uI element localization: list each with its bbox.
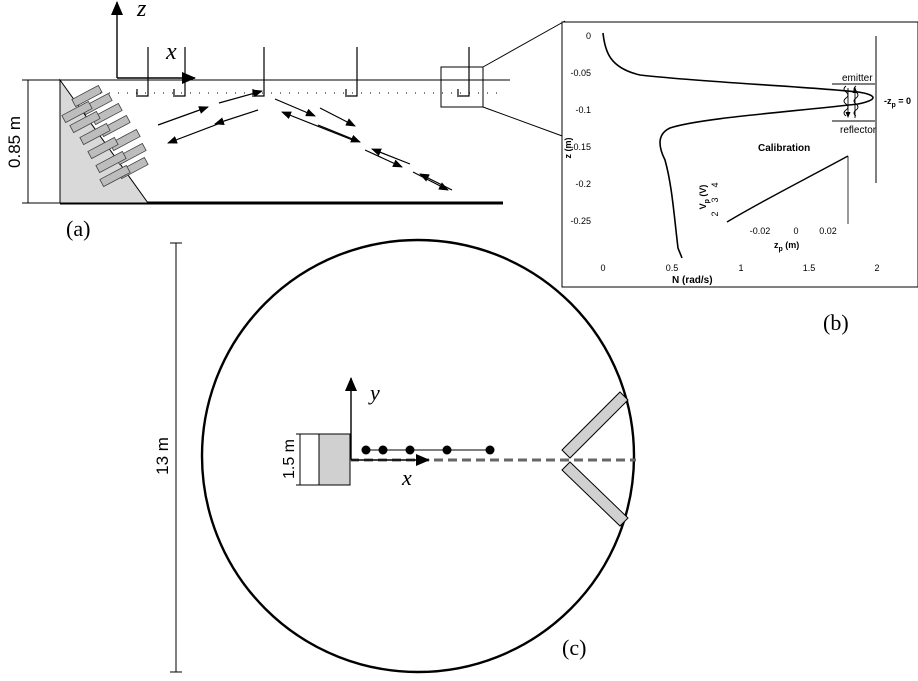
size-label: 1.5 m — [281, 439, 298, 479]
y-tick-label: -0.2 — [575, 179, 591, 189]
y-tick-label: -0.25 — [570, 216, 591, 226]
x-tick-label: 1.5 — [803, 263, 816, 273]
calibration-curve — [726, 155, 849, 223]
reflector-label: reflector — [840, 125, 877, 136]
oscillation-wave-1 — [843, 85, 849, 117]
panel-b-label: (b) — [823, 310, 849, 335]
wave-ray-arrows — [157, 89, 453, 191]
panel-c: 13 m 1.5 m y x (c) — [153, 238, 636, 674]
probes — [136, 47, 470, 97]
calibration-label: Calibration — [758, 143, 810, 154]
zoom-line-bottom — [482, 106, 566, 138]
x-tick-label: 2 — [874, 263, 879, 273]
x-tick-label: 1 — [738, 263, 743, 273]
y-tick-label: 0 — [586, 31, 591, 41]
y-tick-label: -0.15 — [570, 142, 591, 152]
wave-maker-block — [318, 433, 351, 486]
panel-a: z x 0.85 m (a) — [5, 0, 566, 241]
panel-b-ylabel: z (m) — [563, 138, 573, 159]
y-tick-label: -0.05 — [570, 68, 591, 78]
axis-x-label-c: x — [401, 465, 412, 490]
tank-circle — [200, 238, 636, 674]
diameter-label: 13 m — [153, 437, 172, 475]
panel-b: 0 -0.05 -0.1 -0.15 -0.2 -0.25 0 0.5 1 1.5 2 z (m)… — [561, 21, 918, 288]
n-profile-curve — [602, 32, 874, 259]
inset-xtick-1: 0 — [793, 226, 798, 236]
axis-x-label: x — [165, 39, 177, 65]
axis-z-label: z — [136, 0, 147, 22]
inset-ytick-2: 2 — [710, 211, 720, 216]
depth-label: 0.85 m — [5, 116, 24, 168]
panel-c-label: (c) — [562, 635, 586, 660]
probe-dots — [361, 445, 495, 455]
inset-xtick-2: 0.02 — [819, 226, 837, 236]
y-tick-label: -0.1 — [575, 105, 591, 115]
inset-xlabel: zp (m) — [774, 240, 799, 253]
inset-ylabel: Vp (V) — [698, 185, 711, 210]
zoom-line-top — [482, 20, 566, 68]
reflector-panel-upper — [561, 391, 629, 459]
wave-generator-paddles — [61, 84, 149, 188]
reflector-panel-lower — [561, 461, 629, 527]
panel-a-label: (a) — [66, 216, 90, 241]
inset-ytick-0: 4 — [710, 182, 720, 187]
x-tick-label: 0 — [600, 263, 605, 273]
x-tick-label: 0.5 — [666, 263, 679, 273]
axis-y-label: y — [368, 380, 380, 405]
panel-b-frame — [561, 21, 918, 288]
zp-label: -zp = 0 — [884, 96, 911, 109]
zoom-box — [440, 66, 484, 108]
panel-b-xlabel: N (rad/s) — [672, 275, 713, 286]
inset-xtick-0: -0.02 — [750, 226, 771, 236]
emitter-label: emitter — [842, 73, 873, 84]
inset-ytick-1: 3 — [710, 197, 720, 202]
